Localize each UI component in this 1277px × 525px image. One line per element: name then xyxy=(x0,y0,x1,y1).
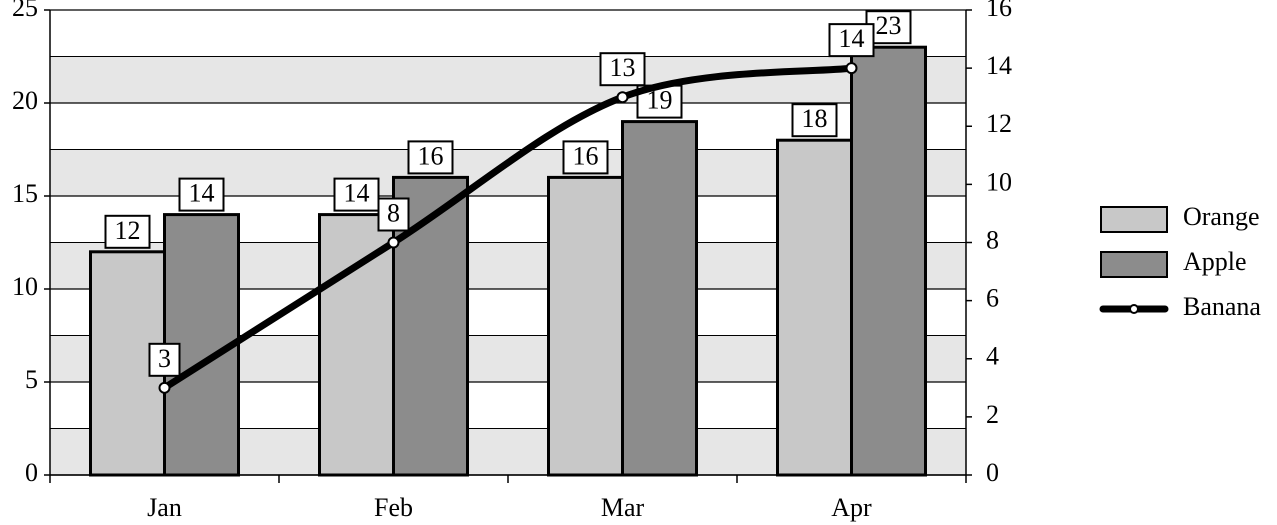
value-label: 13 xyxy=(610,53,636,82)
line-point xyxy=(387,236,400,249)
value-label: 23 xyxy=(876,11,902,40)
bar xyxy=(776,138,853,477)
y-tick-label: 10 xyxy=(12,272,38,301)
value-label-box xyxy=(333,177,380,212)
y2-tick-label: 16 xyxy=(986,0,1012,22)
value-label: 14 xyxy=(839,24,865,53)
grid-band xyxy=(50,56,966,103)
value-label-box xyxy=(178,177,225,212)
legend-label: Apple xyxy=(1183,247,1247,276)
y2-tick-label: 6 xyxy=(986,284,999,313)
y-tick-label: 15 xyxy=(12,179,38,208)
value-label: 16 xyxy=(573,141,599,170)
value-label: 8 xyxy=(387,198,400,227)
x-tick-label: Apr xyxy=(831,493,872,522)
y2-tick-label: 14 xyxy=(986,51,1012,80)
y-tick-label: 5 xyxy=(25,365,38,394)
legend-label: Banana xyxy=(1183,292,1261,321)
y2-tick-label: 8 xyxy=(986,225,999,254)
x-tick-label: Feb xyxy=(374,493,413,522)
y2-tick-label: 10 xyxy=(986,167,1012,196)
value-label: 12 xyxy=(115,216,141,245)
line-point xyxy=(845,62,858,75)
y-tick-label: 0 xyxy=(25,458,38,487)
legend-swatch xyxy=(1100,206,1168,233)
x-tick-label: Mar xyxy=(601,493,645,522)
y2-tick-label: 0 xyxy=(986,458,999,487)
value-label: 18 xyxy=(802,104,828,133)
bar xyxy=(547,175,624,477)
value-label: 16 xyxy=(418,141,444,170)
value-label-box xyxy=(104,214,151,249)
y2-tick-label: 4 xyxy=(986,342,999,371)
value-label: 14 xyxy=(344,179,370,208)
legend-swatch xyxy=(1100,251,1168,278)
x-tick-label: Jan xyxy=(147,493,182,522)
value-label: 3 xyxy=(158,344,171,373)
value-label-box xyxy=(148,342,181,377)
value-label-box xyxy=(599,52,646,87)
y2-tick-label: 12 xyxy=(986,109,1012,138)
y-tick-label: 20 xyxy=(12,86,38,115)
y2-tick-label: 2 xyxy=(986,400,999,429)
value-label-box xyxy=(636,84,683,119)
bar xyxy=(850,45,927,477)
bar xyxy=(621,120,698,477)
value-label-box xyxy=(828,23,875,58)
value-label-box xyxy=(407,140,454,175)
value-label-box xyxy=(562,140,609,175)
line-point xyxy=(158,381,171,394)
value-label-box xyxy=(377,197,410,232)
line-point xyxy=(616,91,629,104)
value-label: 14 xyxy=(189,179,215,208)
legend-label: Orange xyxy=(1183,202,1260,231)
value-label-box xyxy=(791,103,838,138)
legend-marker xyxy=(1129,304,1139,314)
line xyxy=(161,64,855,392)
y-tick-label: 25 xyxy=(12,0,38,22)
